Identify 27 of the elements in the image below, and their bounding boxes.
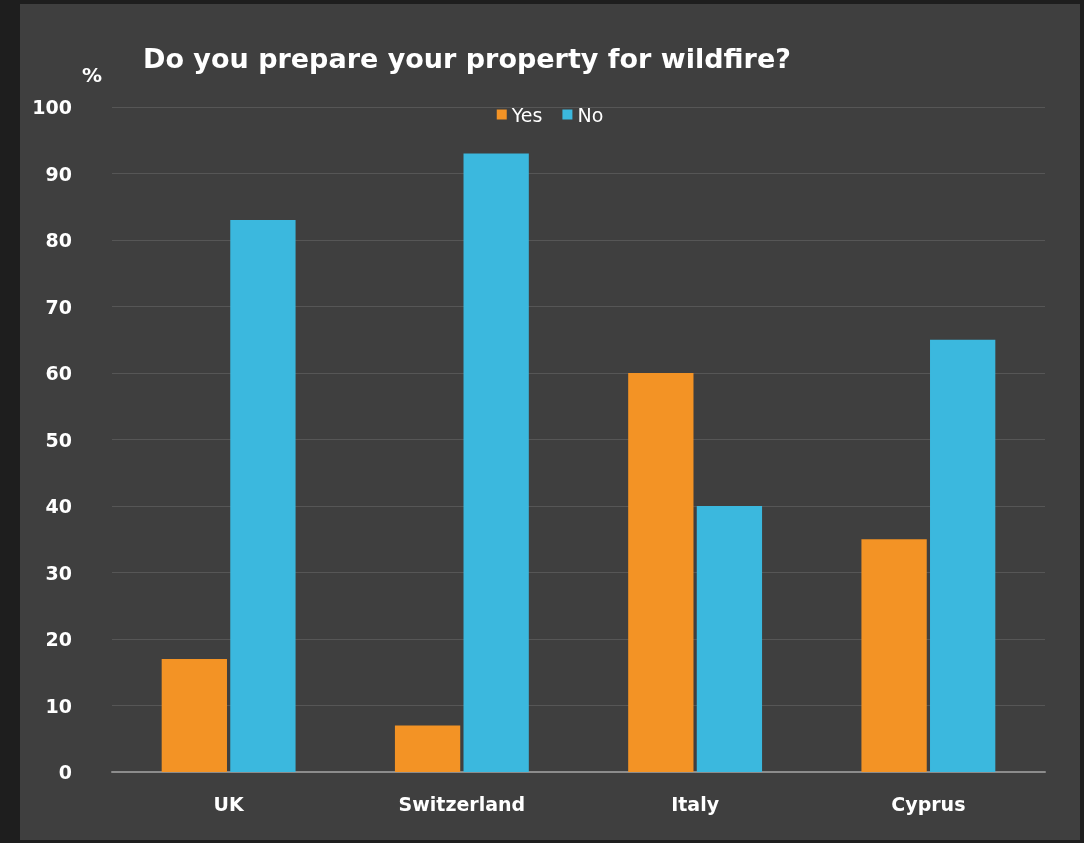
bar <box>161 658 227 772</box>
legend-label: Yes <box>510 103 543 126</box>
y-axis-title: % <box>81 63 102 87</box>
x-tick-label: Switzerland <box>398 792 526 815</box>
y-tick-label: 0 <box>58 761 72 783</box>
bar <box>930 339 996 772</box>
legend-label: No <box>577 103 604 126</box>
y-tick-label: 70 <box>45 295 72 318</box>
y-tick-label: 20 <box>45 628 72 650</box>
y-tick-label: 80 <box>45 229 72 251</box>
x-tick-label: Italy <box>671 792 720 815</box>
y-tick-label: 100 <box>32 96 72 118</box>
y-tick-label: 10 <box>45 694 72 717</box>
bar <box>230 220 296 772</box>
bar <box>628 373 694 772</box>
y-tick-label: 90 <box>45 162 72 185</box>
bar <box>696 506 763 772</box>
bar <box>394 725 461 772</box>
bar <box>463 153 529 772</box>
y-tick-label: 60 <box>45 362 72 384</box>
y-tick-label: 30 <box>45 561 72 584</box>
chart-title: Do you prepare your property for wildfire? <box>143 43 791 74</box>
x-tick-label: UK <box>213 792 245 815</box>
x-tick-label: Cyprus <box>891 792 966 815</box>
bar <box>861 539 927 772</box>
y-tick-label: 50 <box>45 428 72 451</box>
y-tick-label: 40 <box>45 495 72 517</box>
